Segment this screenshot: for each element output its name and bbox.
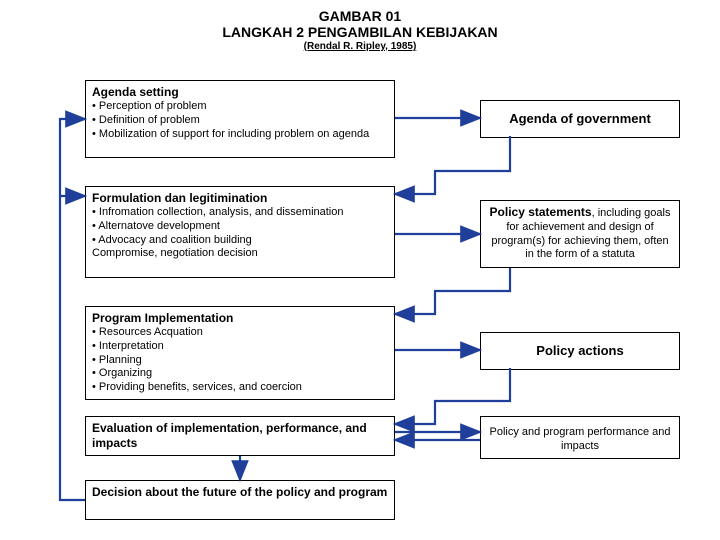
box-agenda-setting: Agenda setting • Perception of problem •…: [85, 80, 395, 158]
heading-evaluation: Evaluation of implementation, performanc…: [92, 421, 388, 451]
box-performance: Policy and program performance and impac…: [480, 416, 680, 459]
heading-agenda-setting: Agenda setting: [92, 85, 388, 100]
bullet: • Providing benefits, services, and coer…: [92, 381, 388, 395]
text-performance: Policy and program performance and impac…: [487, 421, 673, 454]
box-decision: Decision about the future of the policy …: [85, 480, 395, 520]
bullet: • Advocacy and coalition building: [92, 234, 388, 248]
bullet: • Definition of problem: [92, 114, 388, 128]
heading-formulation: Formulation dan legitimination: [92, 191, 388, 206]
bullet: Compromise, negotiation decision: [92, 247, 388, 261]
bullet: • Interpretation: [92, 340, 388, 354]
box-policy-actions: Policy actions: [480, 332, 680, 370]
box-evaluation: Evaluation of implementation, performanc…: [85, 416, 395, 456]
heading-decision: Decision about the future of the policy …: [92, 485, 388, 500]
bullet: • Planning: [92, 354, 388, 368]
title-line2: LANGKAH 2 PENGAMBILAN KEBIJAKAN: [0, 24, 720, 40]
bullet: • Mobilization of support for including …: [92, 128, 388, 142]
heading-policy-statements: Policy statements: [490, 205, 592, 219]
bullet: • Organizing: [92, 367, 388, 381]
title-line1: GAMBAR 01: [0, 8, 720, 24]
bullet: • Alternatove development: [92, 220, 388, 234]
bullet: • Perception of problem: [92, 100, 388, 114]
heading-implementation: Program Implementation: [92, 311, 388, 326]
heading-policy-actions: Policy actions: [487, 337, 673, 365]
title-block: GAMBAR 01 LANGKAH 2 PENGAMBILAN KEBIJAKA…: [0, 0, 720, 52]
bullet: • Resources Acquation: [92, 326, 388, 340]
box-agenda-government: Agenda of government: [480, 100, 680, 138]
box-implementation: Program Implementation • Resources Acqua…: [85, 306, 395, 400]
box-policy-statements: Policy statements, including goals for a…: [480, 200, 680, 268]
box-formulation: Formulation dan legitimination • Infroma…: [85, 186, 395, 278]
title-subtitle: (Rendal R. Ripley, 1985): [0, 41, 720, 52]
bullet: • Infromation collection, analysis, and …: [92, 206, 388, 220]
heading-agenda-government: Agenda of government: [487, 105, 673, 133]
